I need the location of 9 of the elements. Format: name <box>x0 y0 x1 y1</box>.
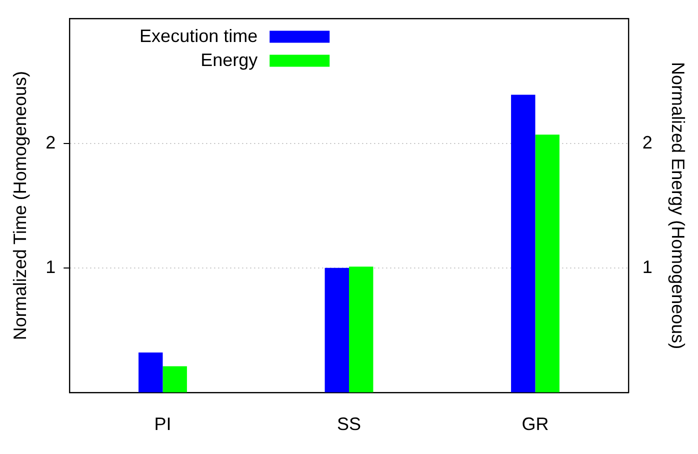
x-tick-label: SS <box>336 414 362 434</box>
legend-label: Energy <box>200 50 258 70</box>
y2-axis-title: Normalized Energy (Homogeneous) <box>668 62 688 350</box>
y-axis-title: Normalized Time (Homogeneous) <box>10 71 30 340</box>
y2-tick-label: 1 <box>642 256 652 277</box>
x-tick-label: GR <box>522 414 549 434</box>
legend-label: Execution time <box>140 26 258 46</box>
x-tick-label: PI <box>154 414 172 434</box>
y2-tick-label: 2 <box>642 132 652 152</box>
